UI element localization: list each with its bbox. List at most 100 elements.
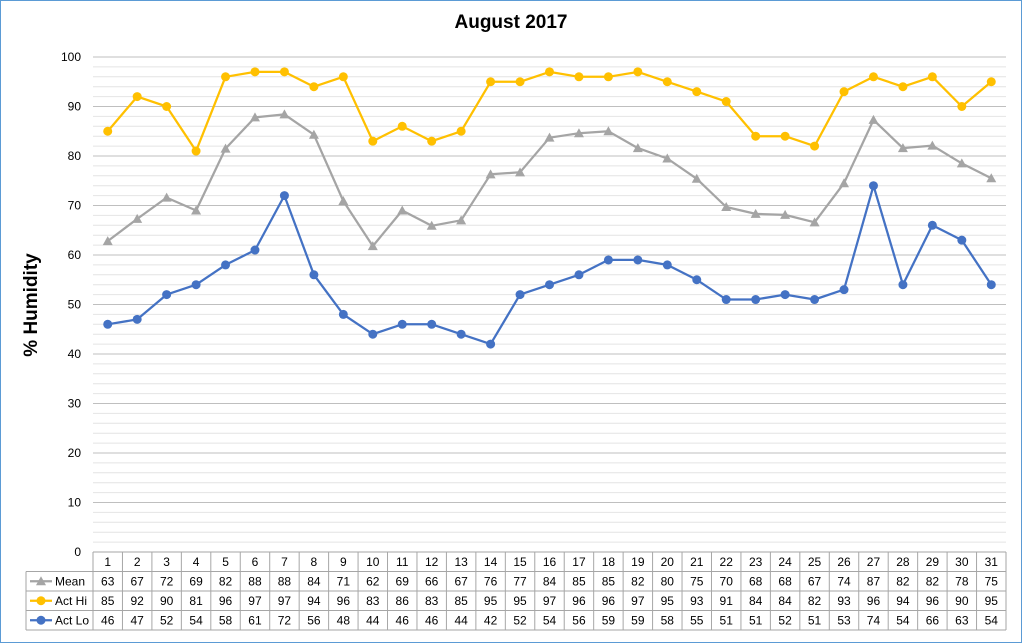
data-table-value: 96: [219, 594, 233, 608]
data-point: [515, 77, 525, 87]
x-tick-label: 25: [808, 555, 822, 569]
data-table-value: 69: [189, 574, 203, 588]
data-table-value: 92: [130, 594, 144, 608]
data-point: [545, 67, 554, 77]
x-tick-label: 20: [661, 555, 675, 569]
data-point: [456, 215, 467, 225]
y-tick-label: 60: [68, 248, 82, 262]
x-tick-label: 18: [602, 555, 616, 569]
data-table-value: 93: [837, 594, 851, 608]
data-point: [573, 128, 584, 138]
x-tick-label: 21: [690, 555, 704, 569]
data-table-value: 54: [896, 613, 910, 627]
data-point: [839, 87, 849, 97]
x-tick-label: 7: [281, 555, 288, 569]
data-table-value: 95: [484, 594, 498, 608]
data-table-value: 51: [720, 613, 734, 627]
data-point: [220, 143, 231, 153]
x-tick-label: 9: [340, 555, 347, 569]
data-point: [957, 235, 967, 245]
data-point: [250, 245, 260, 255]
data-point: [721, 97, 731, 107]
x-tick-label: 19: [631, 555, 645, 569]
data-point: [515, 167, 526, 177]
y-tick-label: 20: [68, 446, 82, 460]
data-table-value: 95: [985, 594, 999, 608]
data-table-value: 88: [278, 574, 292, 588]
data-table-value: 96: [572, 594, 586, 608]
x-tick-label: 16: [543, 555, 557, 569]
data-table-value: 63: [955, 613, 969, 627]
chart-title: August 2017: [454, 12, 568, 33]
data-point: [249, 112, 260, 122]
data-table-value: 59: [602, 613, 616, 627]
data-table-value: 80: [661, 574, 675, 588]
y-tick-label: 70: [68, 199, 82, 213]
data-point: [633, 67, 643, 77]
data-point: [545, 280, 554, 290]
data-table-value: 84: [778, 594, 792, 608]
data-point: [692, 275, 702, 285]
data-point: [603, 126, 614, 136]
x-tick-label: 29: [926, 555, 940, 569]
data-point: [691, 173, 702, 183]
data-point: [221, 260, 231, 270]
data-point: [662, 77, 672, 87]
data-point: [810, 141, 820, 151]
data-point: [308, 129, 319, 139]
data-table-value: 97: [543, 594, 557, 608]
data-table-value: 97: [631, 594, 645, 608]
data-point: [191, 280, 201, 290]
data-table-value: 76: [484, 574, 498, 588]
data-table-value: 61: [248, 613, 262, 627]
data-table-value: 67: [454, 574, 468, 588]
legend-label: Act Lo: [55, 613, 89, 627]
data-point: [927, 220, 937, 230]
data-table-value: 84: [749, 594, 763, 608]
data-point: [368, 329, 378, 339]
x-tick-label: 3: [163, 555, 170, 569]
data-table-value: 51: [808, 613, 822, 627]
data-point: [986, 280, 996, 290]
data-table-value: 85: [602, 574, 616, 588]
y-tick-label: 50: [68, 298, 82, 312]
data-table-value: 95: [661, 594, 675, 608]
data-point: [485, 169, 496, 179]
data-table-value: 56: [572, 613, 586, 627]
data-table-value: 44: [454, 613, 468, 627]
data-point: [162, 102, 172, 111]
data-point: [279, 109, 290, 119]
data-table-value: 62: [366, 574, 380, 588]
data-point: [426, 220, 437, 230]
data-point: [574, 270, 584, 280]
data-table-value: 78: [955, 574, 969, 588]
data-point: [486, 77, 496, 87]
data-point: [132, 92, 142, 102]
data-table-value: 46: [396, 613, 410, 627]
x-tick-label: 6: [252, 555, 259, 569]
data-point: [868, 72, 878, 82]
data-point: [574, 72, 584, 82]
legend-label: Act Hi: [55, 594, 87, 608]
data-point: [191, 146, 201, 156]
data-point: [957, 102, 967, 111]
data-table-value: 77: [513, 574, 527, 588]
x-tick-label: 14: [484, 555, 498, 569]
data-table-value: 85: [572, 574, 586, 588]
data-table-value: 95: [513, 594, 527, 608]
data-table-value: 83: [425, 594, 439, 608]
data-point: [780, 209, 791, 219]
data-table-value: 75: [690, 574, 704, 588]
data-table-value: 74: [867, 613, 881, 627]
data-point: [397, 121, 407, 131]
data-point: [162, 290, 172, 300]
x-tick-label: 1: [104, 555, 111, 569]
data-table-value: 52: [160, 613, 174, 627]
data-table-value: 54: [189, 613, 203, 627]
data-point: [367, 241, 378, 251]
y-tick-label: 40: [68, 347, 82, 361]
y-tick-label: 90: [68, 100, 82, 114]
data-point: [132, 213, 143, 223]
data-point: [397, 319, 407, 329]
